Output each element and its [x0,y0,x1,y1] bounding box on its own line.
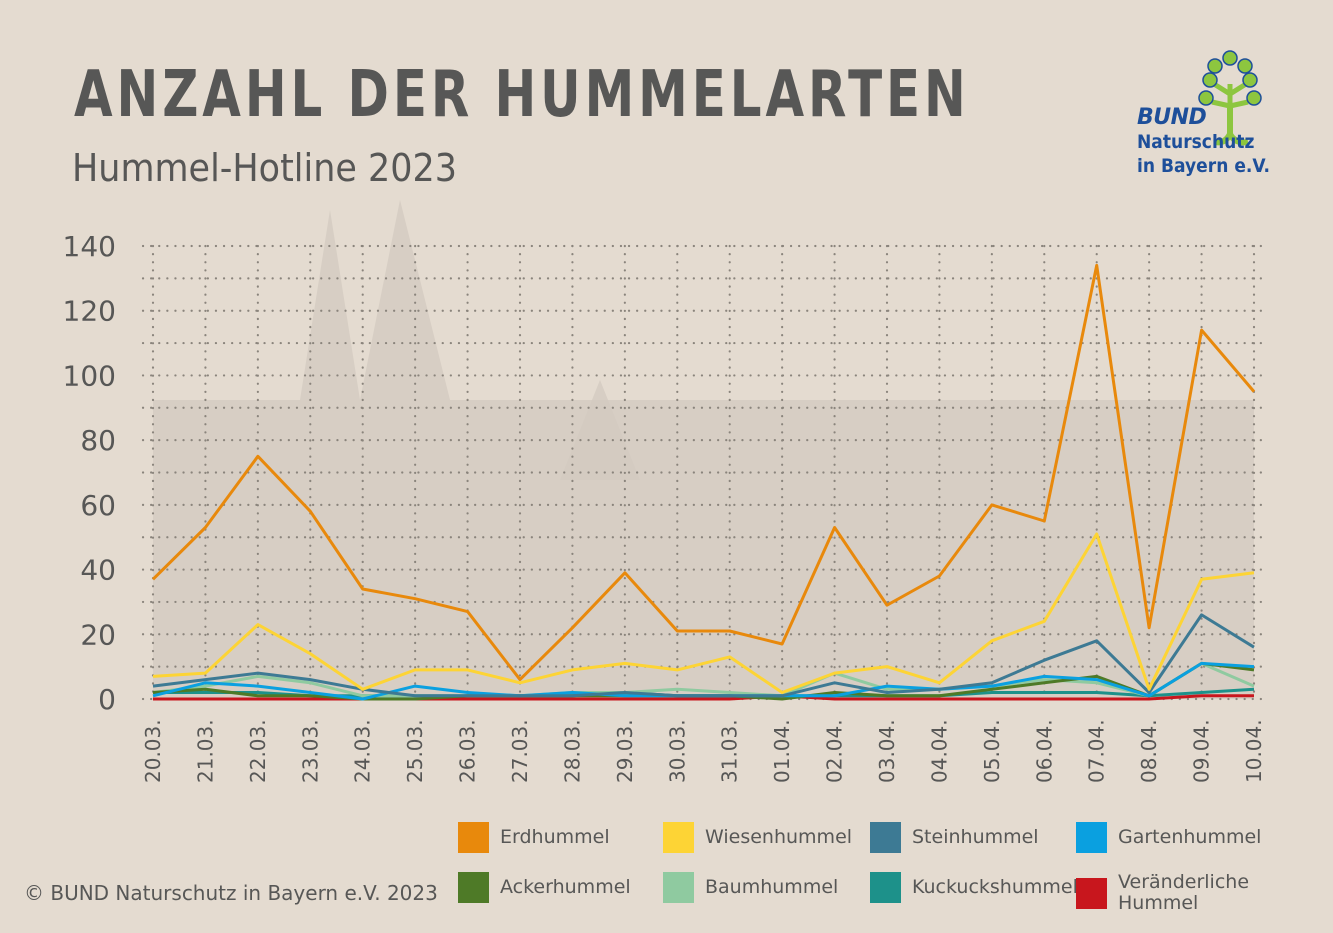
x-tick-label: 31.03. [718,719,742,783]
legend-label: Ackerhummel [500,876,631,898]
y-tick-label: 60 [80,489,116,522]
x-tick-label: 27.03. [508,719,532,783]
legend-swatch [458,872,489,903]
chart-title: ANZAHL DER HUMMELARTEN [74,58,970,132]
series-line-steinhummel [152,613,1255,698]
y-tick-label: 100 [63,359,116,392]
x-tick-label: 10.04. [1242,719,1266,783]
y-tick-label: 80 [80,424,116,457]
legend-label: Kuckuckshummel [912,876,1078,898]
x-tick-label: 04.04. [927,719,951,783]
legend-label: Baumhummel [705,876,839,898]
x-tick-label: 08.04. [1137,719,1161,783]
x-tick-label: 05.04. [980,719,1004,783]
legend-item: Veränderliche Hummel [1076,871,1250,914]
logo-line-3: in Bayern e.V. [1137,155,1270,177]
bund-tree-logo-icon [1198,50,1262,146]
tree-silhouette [300,200,640,480]
y-tick-label: 40 [80,554,116,587]
series-line-erdhummel [151,263,1256,682]
legend-label: Gartenhummel [1118,826,1262,848]
legend-label: Erdhummel [500,826,610,848]
bund-logo: BUND Naturschutz in Bayern e.V. [1137,106,1285,178]
logo-bund: BUND [1137,105,1207,130]
legend-swatch [663,822,694,853]
copyright: © BUND Naturschutz in Bayern e.V. 2023 [24,881,438,905]
legend-swatch [458,822,489,853]
legend-swatch [1076,877,1107,909]
x-tick-label: 25.03. [403,719,427,783]
x-tick-label: 02.04. [823,719,847,783]
legend-item: Kuckuckshummel [870,872,1078,903]
legend-item: Erdhummel [458,822,625,853]
series-line-baumhummel [152,661,1255,698]
series-line-wiesenhummel [152,532,1255,694]
y-tick-label: 120 [63,295,116,328]
y-tick-label: 0 [98,683,116,716]
x-tick-label: 20.03. [141,719,165,783]
x-tick-label: 24.03. [351,719,375,783]
x-tick-label: 06.04. [1032,719,1056,783]
x-tick-label: 03.04. [875,719,899,783]
logo-line-2: Naturschutz [1137,131,1255,153]
legend-item: Baumhummel [663,872,839,903]
legend-swatch [1076,822,1107,853]
legend-label: Steinhummel [912,826,1039,848]
x-tick-label: 21.03. [193,719,217,783]
legend-label: Veränderliche Hummel [1118,871,1250,914]
chart-subtitle: Hummel-Hotline 2023 [72,146,457,190]
legend-item: Wiesenhummel [663,822,853,853]
x-tick-label: 09.04. [1190,719,1214,783]
x-tick-label: 29.03. [613,719,637,783]
legend-item: Gartenhummel [1076,822,1262,853]
x-tick-label: 01.04. [770,719,794,783]
legend-item: Ackerhummel [458,872,631,903]
x-tick-label: 22.03. [246,719,270,783]
legend-item: Steinhummel [870,822,1039,853]
y-tick-label: 140 [63,230,116,263]
x-tick-label: 07.04. [1085,719,1109,783]
x-tick-label: 26.03. [456,719,480,783]
legend-label: Wiesenhummel [705,826,853,848]
legend-swatch [870,822,901,853]
x-tick-label: 23.03. [298,719,322,783]
y-tick-label: 20 [80,618,116,651]
legend-swatch [663,872,694,903]
x-tick-label: 28.03. [560,719,584,783]
x-tick-label: 30.03. [665,719,689,783]
series-line-ver-nderliche-hummel [153,694,1254,701]
legend-swatch [870,872,901,903]
